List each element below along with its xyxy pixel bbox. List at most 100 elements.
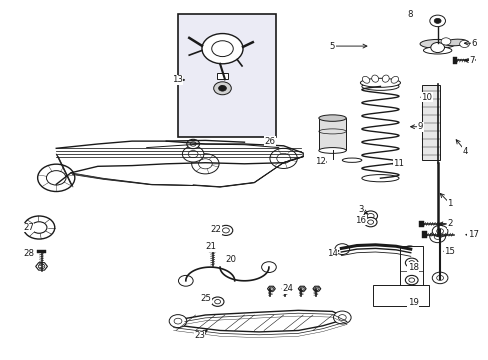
Circle shape xyxy=(182,146,203,162)
Circle shape xyxy=(314,287,318,290)
Text: 27: 27 xyxy=(23,223,34,232)
Circle shape xyxy=(431,272,447,284)
Text: 21: 21 xyxy=(205,242,216,251)
Text: 13: 13 xyxy=(171,76,182,85)
Text: 23: 23 xyxy=(194,331,204,340)
Circle shape xyxy=(186,139,199,149)
Circle shape xyxy=(333,311,350,324)
Text: 22: 22 xyxy=(210,225,221,234)
Circle shape xyxy=(366,213,373,219)
Circle shape xyxy=(188,150,198,158)
Circle shape xyxy=(436,275,443,280)
Text: 15: 15 xyxy=(444,247,454,256)
Circle shape xyxy=(429,15,445,27)
Circle shape xyxy=(436,229,443,234)
Polygon shape xyxy=(36,263,47,270)
Circle shape xyxy=(23,216,55,239)
Text: 20: 20 xyxy=(225,256,236,264)
Ellipse shape xyxy=(443,39,467,46)
Polygon shape xyxy=(267,286,275,291)
Ellipse shape xyxy=(361,82,398,90)
Bar xyxy=(178,14,276,137)
Ellipse shape xyxy=(390,76,398,83)
Bar xyxy=(37,250,46,253)
Ellipse shape xyxy=(423,47,451,54)
Text: 3: 3 xyxy=(357,205,363,214)
Circle shape xyxy=(169,315,186,328)
Text: 7: 7 xyxy=(468,56,474,65)
Text: 8: 8 xyxy=(406,10,412,19)
Ellipse shape xyxy=(382,75,388,82)
Circle shape xyxy=(459,40,468,48)
Ellipse shape xyxy=(318,148,346,153)
Circle shape xyxy=(402,246,416,257)
Polygon shape xyxy=(298,286,305,291)
Circle shape xyxy=(363,211,377,221)
Circle shape xyxy=(364,217,376,227)
Circle shape xyxy=(284,287,287,290)
Circle shape xyxy=(405,275,417,285)
Bar xyxy=(422,231,426,238)
Text: 6: 6 xyxy=(470,39,476,48)
Bar xyxy=(419,221,423,227)
Text: 5: 5 xyxy=(329,41,335,50)
Text: 26: 26 xyxy=(264,136,275,145)
Circle shape xyxy=(433,234,440,239)
Circle shape xyxy=(367,220,373,224)
Text: 25: 25 xyxy=(201,294,211,303)
Polygon shape xyxy=(173,310,346,332)
Circle shape xyxy=(190,142,196,146)
Circle shape xyxy=(429,231,445,243)
Circle shape xyxy=(222,228,229,233)
Bar xyxy=(318,118,346,150)
Circle shape xyxy=(202,33,243,64)
Text: 24: 24 xyxy=(282,284,292,293)
Circle shape xyxy=(430,42,444,53)
Circle shape xyxy=(178,275,193,286)
Bar xyxy=(372,285,428,306)
Circle shape xyxy=(431,225,447,237)
Text: 4: 4 xyxy=(462,147,468,156)
Circle shape xyxy=(219,225,232,235)
Bar xyxy=(422,85,439,160)
Circle shape xyxy=(38,164,75,192)
Ellipse shape xyxy=(362,76,369,83)
Ellipse shape xyxy=(419,40,454,49)
Bar xyxy=(209,250,216,252)
Bar xyxy=(399,246,423,288)
Circle shape xyxy=(276,153,290,163)
Text: 10: 10 xyxy=(421,93,431,102)
Circle shape xyxy=(191,154,219,174)
Bar xyxy=(216,73,228,79)
Polygon shape xyxy=(282,286,289,291)
Text: 9: 9 xyxy=(417,122,422,131)
Text: 19: 19 xyxy=(407,298,418,307)
Ellipse shape xyxy=(318,115,346,121)
Circle shape xyxy=(198,159,212,169)
Text: 11: 11 xyxy=(392,159,403,168)
Text: 16: 16 xyxy=(355,216,366,225)
Ellipse shape xyxy=(360,78,400,87)
Circle shape xyxy=(408,261,414,265)
Bar xyxy=(452,57,456,64)
Circle shape xyxy=(38,264,45,269)
Ellipse shape xyxy=(361,175,398,182)
Circle shape xyxy=(261,262,276,273)
Ellipse shape xyxy=(371,75,378,82)
Circle shape xyxy=(213,82,231,95)
Circle shape xyxy=(433,18,440,23)
Text: 1: 1 xyxy=(446,199,452,208)
Circle shape xyxy=(214,300,220,304)
Text: 2: 2 xyxy=(446,219,452,228)
Circle shape xyxy=(440,38,450,45)
Circle shape xyxy=(211,41,233,57)
Circle shape xyxy=(211,297,224,306)
Circle shape xyxy=(334,244,349,255)
Circle shape xyxy=(269,287,273,290)
Circle shape xyxy=(174,318,182,324)
Polygon shape xyxy=(312,286,320,291)
Circle shape xyxy=(300,287,304,290)
Text: 17: 17 xyxy=(467,230,478,239)
Text: 12: 12 xyxy=(314,157,325,166)
Circle shape xyxy=(46,171,66,185)
